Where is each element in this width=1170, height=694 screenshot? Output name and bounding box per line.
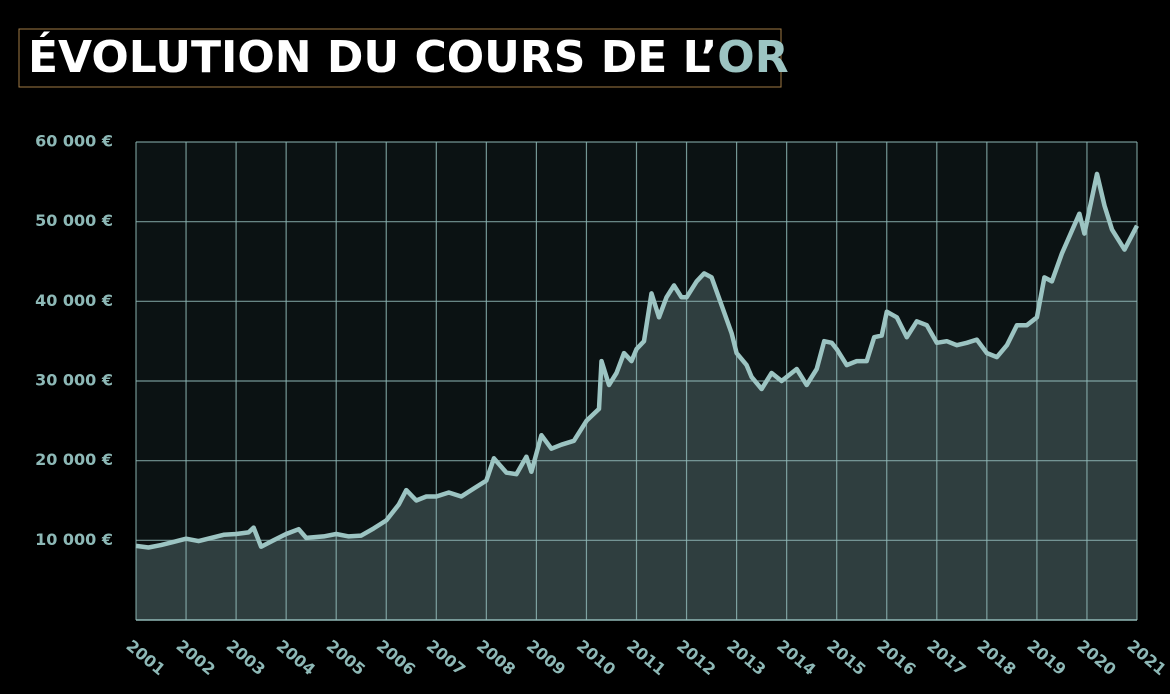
y-tick-label: 30 000 € xyxy=(35,371,113,390)
y-tick-label: 50 000 € xyxy=(35,211,113,230)
line xyxy=(135,171,1139,550)
y-tick-label: 20 000 € xyxy=(35,450,113,469)
y-tick-label: 60 000 € xyxy=(35,132,113,151)
chart-title: ÉVOLUTION DU COURS DE L’OR xyxy=(28,30,789,83)
y-tick-label: 10 000 € xyxy=(35,530,113,549)
title-part: OR xyxy=(717,32,788,83)
title-part: ÉVOLUTION DU COURS DE L’ xyxy=(28,30,717,83)
title-box xyxy=(18,28,782,88)
y-tick-label: 40 000 € xyxy=(35,291,113,310)
area xyxy=(136,173,1137,620)
